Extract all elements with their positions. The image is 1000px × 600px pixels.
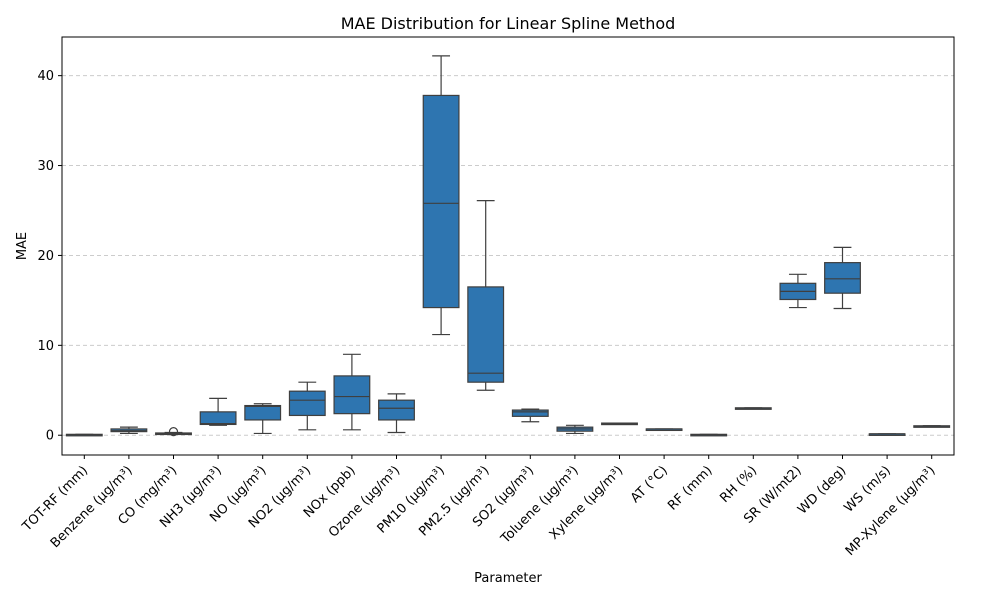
x-tick-label: RF (mm) xyxy=(665,463,715,513)
x-axis-ticks: TOT-RF (mm)Benzene (µg/m³)CO (mg/m³)NH3 … xyxy=(19,455,939,559)
box-11 xyxy=(556,424,594,435)
box-17 xyxy=(824,246,861,310)
box-16 xyxy=(779,273,817,309)
box-iqr xyxy=(511,409,549,417)
y-tick-label: 0 xyxy=(46,429,54,444)
box-3 xyxy=(199,397,237,426)
box-1 xyxy=(110,426,148,435)
y-tick-label: 40 xyxy=(37,69,54,84)
box-6 xyxy=(333,353,371,431)
box-iqr xyxy=(467,286,505,383)
box-19 xyxy=(913,425,951,428)
box-9 xyxy=(467,200,505,391)
box-iqr xyxy=(199,411,237,426)
box-iqr xyxy=(288,390,326,417)
box-7 xyxy=(378,393,415,434)
box-8 xyxy=(422,55,460,336)
outlier-point xyxy=(168,427,179,437)
y-axis-ticks: 0 10 20 30 40 xyxy=(37,69,62,444)
x-tick-label: MP-Xylene (µg/m³) xyxy=(843,463,939,559)
box-14 xyxy=(690,433,728,437)
box-12 xyxy=(601,422,638,426)
plot-frame xyxy=(61,36,955,456)
box-10 xyxy=(511,408,549,423)
box-15 xyxy=(734,407,772,410)
y-tick-label: 20 xyxy=(37,249,54,264)
box-18 xyxy=(868,433,906,436)
x-tick-label: Toluene (µg/m³) xyxy=(498,463,582,547)
box-5 xyxy=(288,381,326,431)
x-tick-label: RH (%) xyxy=(717,463,760,506)
y-tick-label: 30 xyxy=(37,159,54,174)
box-2 xyxy=(155,427,192,437)
box-4 xyxy=(244,403,282,435)
chart-title: MAE Distribution for Linear Spline Metho… xyxy=(341,14,676,33)
gridlines xyxy=(62,75,954,436)
y-axis-label: MAE xyxy=(15,232,30,260)
box-iqr xyxy=(244,404,282,421)
box-iqr xyxy=(333,375,371,415)
boxes-layer xyxy=(65,55,951,437)
y-tick-label: 10 xyxy=(37,339,54,354)
box-0 xyxy=(65,433,103,437)
box-iqr xyxy=(378,399,415,421)
x-tick-label: AT (°C) xyxy=(628,463,671,506)
x-tick-label: Benzene (µg/m³) xyxy=(48,463,136,551)
box-iqr xyxy=(824,262,861,294)
x-axis-label: Parameter xyxy=(474,571,542,586)
box-13 xyxy=(645,428,683,432)
box-iqr xyxy=(422,94,460,309)
x-tick-label: WD (deg) xyxy=(795,463,849,517)
